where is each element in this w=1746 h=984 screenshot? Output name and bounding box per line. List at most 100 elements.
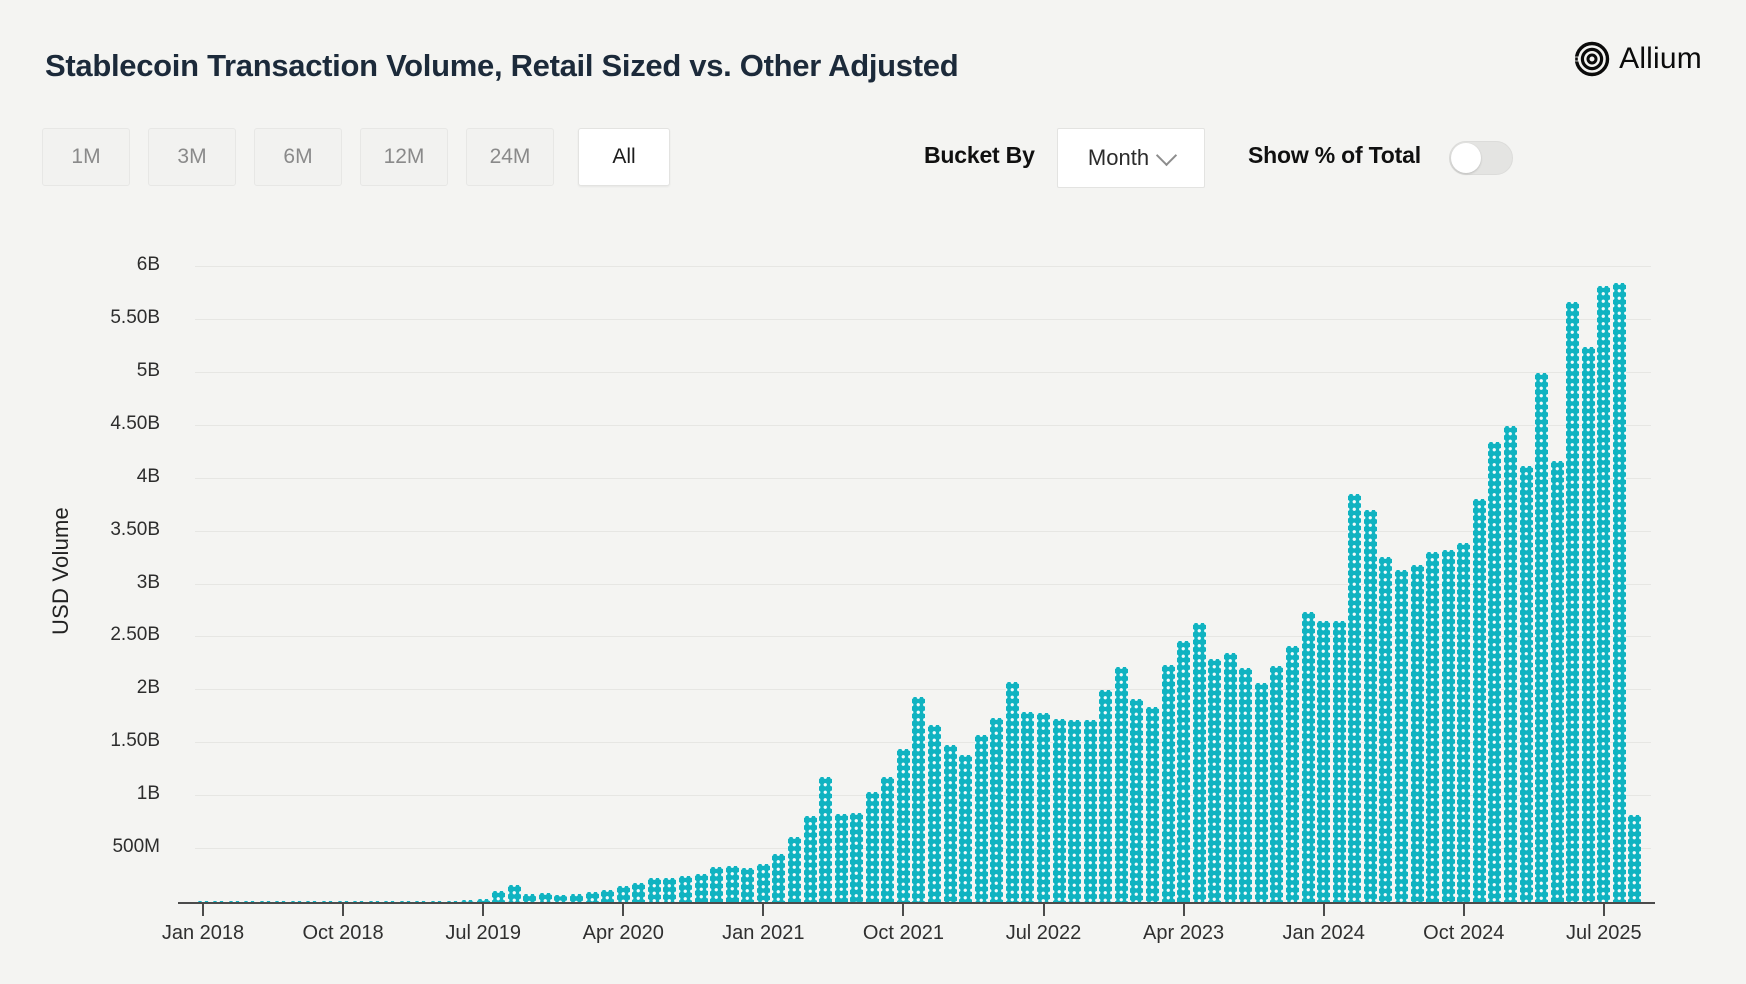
- bar[interactable]: [1410, 565, 1424, 902]
- bar[interactable]: [1254, 683, 1268, 902]
- bar[interactable]: [1301, 612, 1315, 902]
- bar[interactable]: [196, 901, 210, 902]
- bar[interactable]: [756, 863, 770, 902]
- bar[interactable]: [803, 816, 817, 902]
- bar[interactable]: [227, 901, 241, 902]
- bar[interactable]: [1348, 493, 1362, 902]
- bucket-by-select[interactable]: Month: [1057, 128, 1205, 188]
- bar[interactable]: [1566, 302, 1580, 902]
- bar[interactable]: [570, 893, 584, 902]
- bar[interactable]: [321, 901, 335, 902]
- bar[interactable]: [725, 865, 739, 902]
- bar[interactable]: [663, 877, 677, 902]
- bar[interactable]: [212, 901, 226, 902]
- bar[interactable]: [1145, 706, 1159, 902]
- bar[interactable]: [943, 745, 957, 902]
- bar[interactable]: [1472, 499, 1486, 902]
- bar[interactable]: [616, 885, 630, 902]
- bar[interactable]: [601, 889, 615, 902]
- bar[interactable]: [710, 867, 724, 902]
- bar[interactable]: [928, 725, 942, 902]
- bar[interactable]: [1083, 720, 1097, 902]
- bar[interactable]: [1130, 699, 1144, 902]
- bar[interactable]: [990, 717, 1004, 902]
- bar[interactable]: [1395, 570, 1408, 902]
- bar[interactable]: [1441, 549, 1455, 902]
- bar[interactable]: [865, 792, 879, 902]
- bar[interactable]: [554, 894, 568, 902]
- bar[interactable]: [523, 893, 537, 902]
- range-button-12m[interactable]: 12M: [360, 128, 448, 186]
- bar[interactable]: [819, 777, 833, 902]
- bar[interactable]: [1628, 815, 1642, 902]
- bar[interactable]: [1114, 667, 1128, 902]
- bar[interactable]: [1223, 653, 1237, 902]
- bar[interactable]: [1457, 543, 1471, 902]
- bar[interactable]: [1488, 442, 1502, 902]
- bar[interactable]: [367, 901, 381, 902]
- bar[interactable]: [679, 876, 692, 902]
- bar[interactable]: [881, 777, 895, 902]
- bar[interactable]: [305, 901, 319, 902]
- bar[interactable]: [850, 812, 864, 902]
- bar[interactable]: [647, 877, 661, 902]
- bar[interactable]: [1239, 668, 1253, 902]
- bar[interactable]: [1286, 645, 1300, 902]
- bar[interactable]: [632, 882, 646, 902]
- bar[interactable]: [1426, 552, 1440, 902]
- bar[interactable]: [1161, 664, 1175, 902]
- bar[interactable]: [445, 900, 459, 902]
- bar[interactable]: [398, 901, 412, 902]
- bar[interactable]: [974, 735, 988, 902]
- show-pct-toggle[interactable]: [1449, 141, 1513, 175]
- range-button-6m[interactable]: 6M: [254, 128, 342, 186]
- bar[interactable]: [1208, 658, 1222, 902]
- bar[interactable]: [1099, 689, 1113, 902]
- bar[interactable]: [1550, 461, 1564, 902]
- bar[interactable]: [352, 901, 366, 902]
- bar[interactable]: [414, 901, 428, 902]
- bar[interactable]: [492, 891, 506, 902]
- bar[interactable]: [429, 901, 443, 902]
- bar[interactable]: [772, 854, 786, 902]
- bar[interactable]: [1037, 713, 1050, 902]
- bar[interactable]: [274, 901, 288, 902]
- bar[interactable]: [585, 891, 599, 902]
- bar[interactable]: [1503, 425, 1517, 902]
- bar[interactable]: [1177, 640, 1191, 902]
- bar[interactable]: [912, 696, 926, 902]
- bar[interactable]: [336, 901, 350, 902]
- bar[interactable]: [258, 901, 272, 902]
- bar[interactable]: [1581, 347, 1595, 902]
- bar[interactable]: [1021, 711, 1035, 902]
- bar[interactable]: [896, 749, 910, 902]
- bar[interactable]: [1192, 623, 1206, 902]
- range-button-1m[interactable]: 1M: [42, 128, 130, 186]
- bar[interactable]: [461, 900, 475, 902]
- bar[interactable]: [1332, 621, 1346, 902]
- bar[interactable]: [476, 899, 490, 902]
- range-button-24m[interactable]: 24M: [466, 128, 554, 186]
- range-button-3m[interactable]: 3M: [148, 128, 236, 186]
- bar[interactable]: [507, 884, 521, 902]
- bar[interactable]: [289, 901, 303, 902]
- bar[interactable]: [1317, 621, 1331, 902]
- bar[interactable]: [383, 901, 397, 902]
- bar[interactable]: [1068, 720, 1082, 902]
- bar[interactable]: [1519, 466, 1533, 902]
- bar[interactable]: [959, 755, 973, 902]
- bar[interactable]: [1363, 509, 1377, 902]
- bar[interactable]: [1052, 719, 1066, 902]
- bar[interactable]: [1379, 557, 1393, 902]
- bar[interactable]: [741, 867, 755, 902]
- bar[interactable]: [694, 873, 708, 902]
- bar[interactable]: [538, 893, 552, 902]
- range-button-all[interactable]: All: [578, 128, 670, 186]
- bar[interactable]: [243, 901, 257, 902]
- bar[interactable]: [1005, 682, 1019, 902]
- bar[interactable]: [1597, 286, 1611, 902]
- bar[interactable]: [1270, 665, 1284, 902]
- bar[interactable]: [834, 813, 848, 902]
- bar[interactable]: [1535, 373, 1549, 902]
- bar[interactable]: [1612, 283, 1626, 902]
